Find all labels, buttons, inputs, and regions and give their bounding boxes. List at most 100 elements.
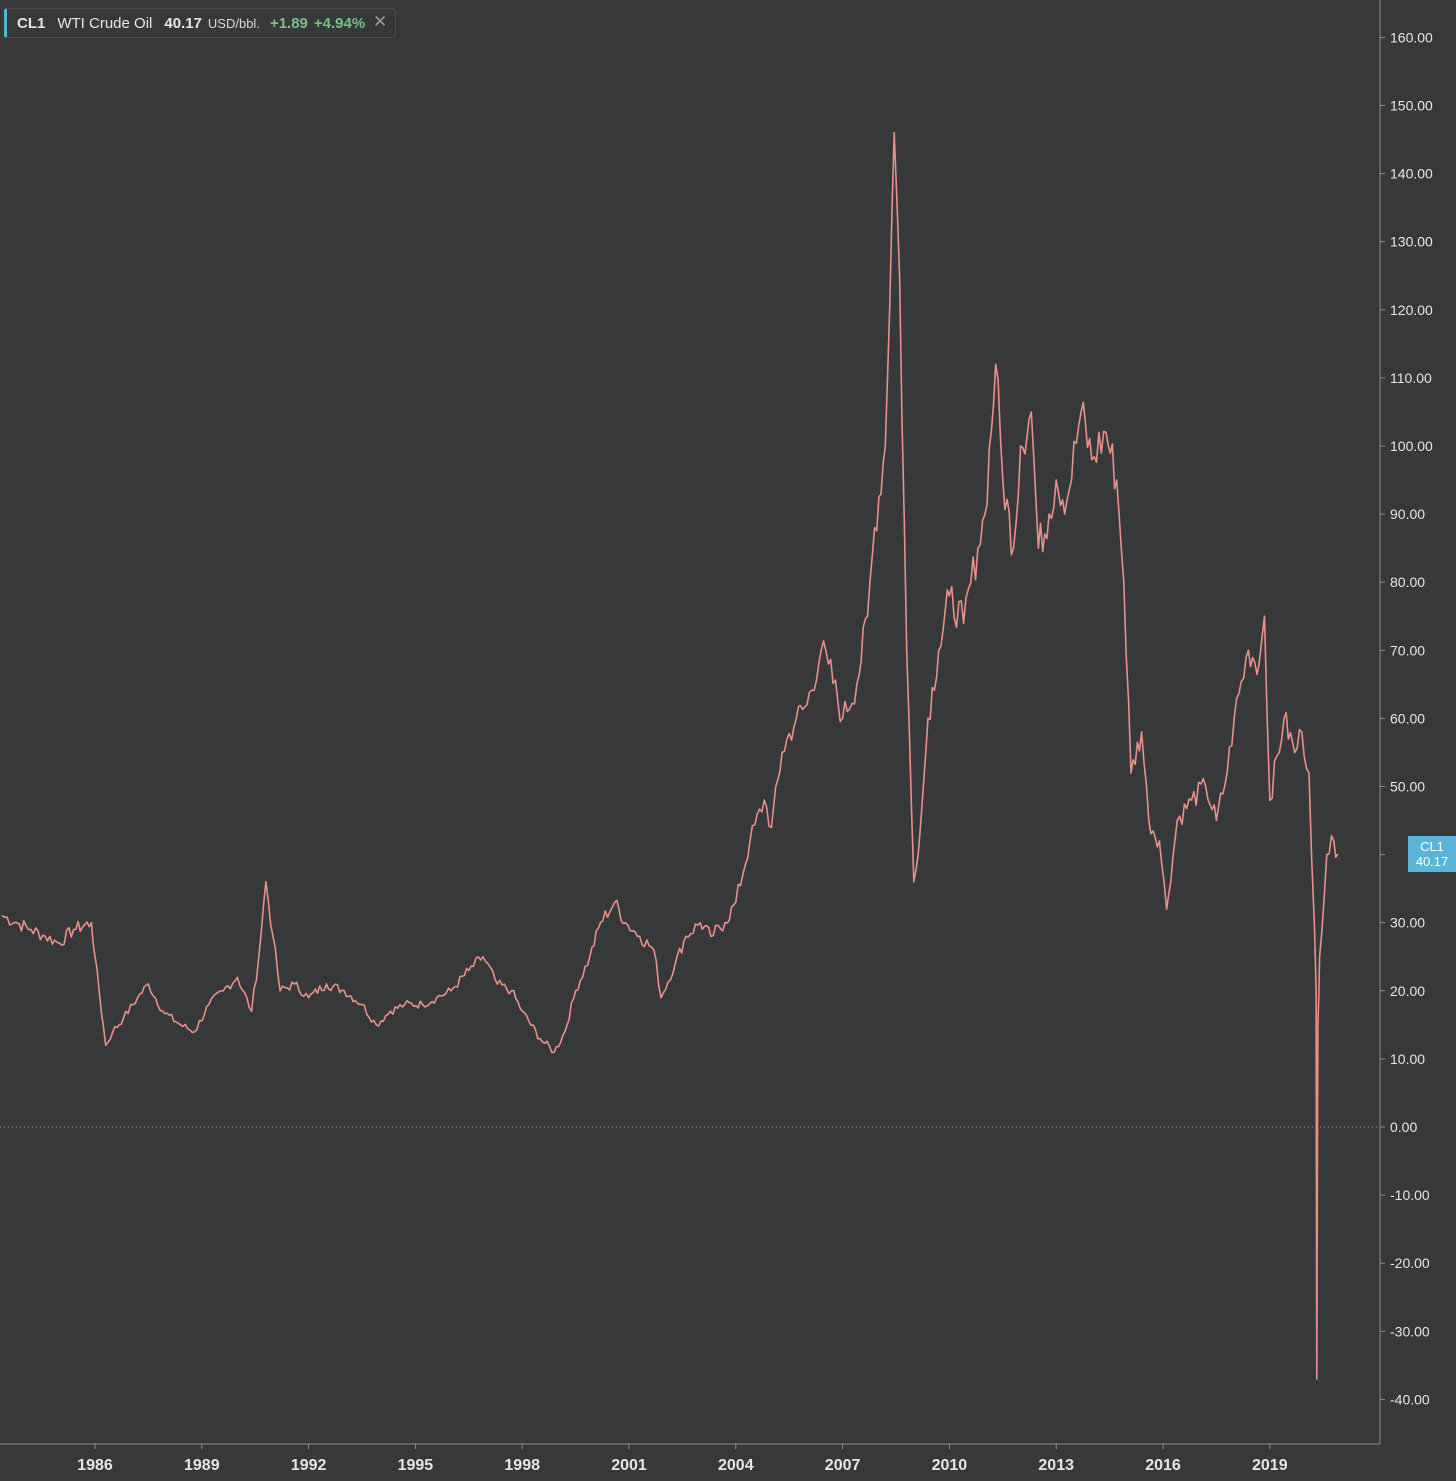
series-point — [1123, 581, 1125, 583]
series-point — [1308, 772, 1310, 774]
series-point — [913, 881, 915, 883]
series-point — [866, 615, 869, 618]
series-point — [1115, 479, 1118, 481]
series-point — [977, 547, 979, 549]
series-point — [1269, 799, 1271, 801]
series-point — [589, 956, 591, 958]
series-point — [614, 901, 616, 904]
series-point — [781, 751, 783, 754]
y-tick-label: 160.00 — [1390, 29, 1433, 45]
x-tick-label: 2010 — [932, 1457, 968, 1474]
series-point — [553, 1051, 555, 1053]
series-point — [1158, 840, 1161, 842]
series-point — [279, 990, 281, 992]
series-point — [1105, 431, 1107, 434]
price-line-series[interactable] — [2, 131, 1339, 1380]
series-point — [841, 717, 844, 720]
series-point — [820, 649, 822, 652]
series-point — [179, 1024, 182, 1026]
y-tick-label: 90.00 — [1390, 506, 1425, 522]
series-point — [343, 990, 346, 992]
series-point — [258, 956, 260, 958]
series-point — [660, 996, 662, 999]
series-point — [1066, 499, 1068, 502]
series-point — [293, 983, 296, 985]
y-tick-label: -20.00 — [1390, 1255, 1430, 1271]
series-point — [1326, 853, 1328, 856]
series-point — [770, 826, 773, 829]
badge-symbol: CL1 — [1420, 839, 1444, 854]
series-point — [1226, 772, 1228, 774]
series-point — [1176, 819, 1178, 822]
y-tick-label: -30.00 — [1390, 1323, 1430, 1339]
series-point — [574, 990, 577, 992]
close-icon[interactable]: ✕ — [372, 12, 388, 31]
x-tick-label: 2016 — [1145, 1457, 1181, 1474]
series-point — [468, 969, 470, 972]
y-tick-label: 30.00 — [1390, 915, 1425, 931]
series-point — [521, 1010, 523, 1012]
y-tick-label: 150.00 — [1390, 98, 1433, 114]
series-point — [1316, 1378, 1318, 1380]
y-tick-label: 50.00 — [1390, 779, 1425, 795]
series-point — [325, 983, 328, 985]
series-point — [763, 799, 766, 801]
series-point — [94, 956, 96, 958]
series-point — [898, 275, 901, 277]
legend-unit: USD/bbl. — [207, 15, 260, 31]
series-point — [1030, 411, 1033, 413]
series-point — [827, 663, 830, 665]
series-point — [653, 949, 655, 951]
series-point — [450, 990, 452, 992]
series-point — [699, 921, 701, 924]
series-point — [389, 1010, 392, 1012]
series-point — [1247, 649, 1250, 652]
series-point — [1037, 547, 1040, 549]
y-tick-label: 120.00 — [1390, 302, 1433, 318]
x-tick-label: 2001 — [611, 1457, 647, 1474]
series-point — [1091, 458, 1093, 461]
series-point — [403, 1003, 406, 1006]
y-tick-label: 10.00 — [1390, 1051, 1425, 1067]
symbol-legend[interactable]: CL1 WTI Crude Oil 40.17 USD/bbl. +1.89 +… — [4, 8, 397, 38]
series-point — [1333, 840, 1335, 842]
y-tick-label: -40.00 — [1390, 1391, 1430, 1407]
series-point — [873, 526, 876, 529]
series-point — [685, 935, 687, 938]
last-price-badge: CL1 40.17 — [1408, 836, 1456, 872]
series-point — [136, 996, 139, 999]
series-point — [674, 962, 677, 965]
series-point — [994, 363, 997, 366]
series-point — [920, 819, 922, 822]
series-point — [236, 976, 239, 978]
series-point — [962, 622, 965, 624]
series-point — [735, 901, 737, 904]
series-points — [1, 131, 1339, 1380]
series-point — [905, 649, 908, 652]
x-tick-label: 1986 — [77, 1457, 113, 1474]
series-point — [147, 983, 150, 985]
series-point — [1301, 731, 1303, 733]
series-point — [710, 935, 712, 938]
series-point — [1293, 751, 1296, 754]
series-point — [1055, 479, 1057, 481]
x-tick-label: 2019 — [1252, 1457, 1288, 1474]
x-tick-label: 1989 — [184, 1457, 220, 1474]
series-point — [361, 1003, 363, 1006]
y-tick-label: 70.00 — [1390, 642, 1425, 658]
series-point — [1258, 663, 1260, 665]
series-point — [1, 915, 4, 917]
legend-change-pct: +4.94% — [313, 14, 366, 32]
series-point — [724, 921, 726, 924]
series-point — [375, 1024, 378, 1026]
y-tick-label: 100.00 — [1390, 438, 1433, 454]
series-point — [927, 717, 929, 720]
x-tick-label: 1992 — [291, 1457, 327, 1474]
y-tick-label: 130.00 — [1390, 234, 1433, 250]
series-point — [884, 445, 887, 447]
series-point — [44, 935, 46, 938]
series-point — [208, 1003, 210, 1006]
series-point — [161, 1010, 164, 1012]
x-tick-label: 2004 — [718, 1457, 754, 1474]
